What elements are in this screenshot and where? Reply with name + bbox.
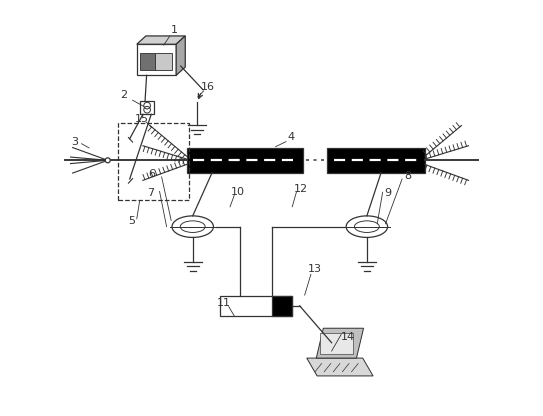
Text: 1: 1 (171, 25, 178, 35)
Text: 10: 10 (230, 187, 244, 197)
Ellipse shape (180, 221, 205, 233)
FancyBboxPatch shape (140, 53, 155, 70)
Ellipse shape (172, 216, 213, 238)
Ellipse shape (346, 216, 388, 238)
Text: 11: 11 (217, 298, 231, 308)
Text: 8: 8 (404, 171, 411, 181)
Text: 12: 12 (293, 184, 307, 194)
Text: 14: 14 (341, 332, 355, 342)
Text: 4: 4 (288, 132, 295, 142)
Text: 16: 16 (201, 82, 215, 92)
Text: 3: 3 (71, 137, 78, 147)
Polygon shape (176, 36, 185, 75)
Circle shape (105, 158, 110, 163)
Text: 7: 7 (147, 188, 154, 198)
FancyBboxPatch shape (155, 53, 172, 70)
Text: 5: 5 (128, 216, 135, 226)
Polygon shape (307, 358, 373, 376)
FancyBboxPatch shape (272, 296, 292, 316)
FancyBboxPatch shape (141, 101, 154, 114)
Text: 9: 9 (384, 188, 391, 198)
Text: 13: 13 (308, 264, 322, 275)
FancyBboxPatch shape (320, 333, 353, 354)
FancyBboxPatch shape (186, 148, 302, 173)
Ellipse shape (355, 221, 380, 233)
Polygon shape (316, 328, 364, 358)
Text: 15: 15 (135, 114, 149, 124)
Polygon shape (137, 36, 185, 44)
Text: 2: 2 (120, 90, 127, 100)
Text: 6: 6 (149, 169, 156, 179)
FancyBboxPatch shape (327, 148, 425, 173)
FancyBboxPatch shape (220, 296, 292, 316)
FancyBboxPatch shape (137, 44, 176, 75)
